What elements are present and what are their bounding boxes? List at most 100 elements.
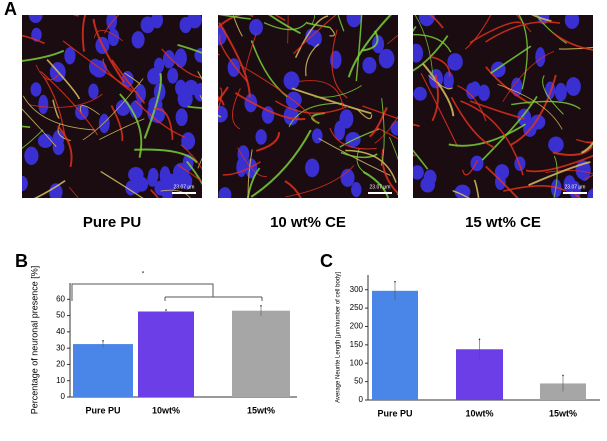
fiber: [250, 129, 312, 198]
nucleus: [167, 67, 179, 84]
fiber: [528, 161, 591, 187]
fiber: [232, 15, 243, 37]
fiber: [22, 129, 44, 149]
nucleus: [346, 15, 362, 28]
fiber: [518, 15, 528, 90]
fiber: [298, 80, 344, 108]
fiber: [244, 33, 257, 77]
nucleus: [98, 113, 110, 134]
fiber: [558, 46, 593, 50]
nucleus: [121, 70, 134, 88]
fiber: [22, 125, 31, 129]
fiber: [356, 108, 373, 120]
fiber: [490, 45, 532, 74]
fiber: [511, 100, 581, 110]
bar: [372, 290, 418, 400]
fiber: [420, 72, 458, 147]
y-axis-title: Average Neurite Length [µm/number of cel…: [336, 272, 342, 403]
fiber: [340, 151, 378, 159]
nucleus: [22, 175, 28, 192]
nucleus: [175, 79, 187, 97]
nucleus: [161, 183, 173, 198]
fiber: [218, 34, 249, 83]
y-tick-label: 300: [350, 285, 364, 294]
fiber: [576, 138, 593, 144]
panel-label: B: [15, 251, 28, 271]
nucleus: [175, 108, 188, 127]
fiber: [414, 15, 434, 74]
nucleus: [420, 176, 436, 193]
image-caption: 15 wt% CE: [465, 214, 541, 231]
fiber: [291, 87, 372, 115]
nucleus: [49, 183, 63, 198]
y-tick-label: 200: [350, 322, 364, 331]
fiber: [503, 185, 566, 192]
nucleus: [64, 47, 76, 65]
fiber: [368, 107, 388, 138]
nucleus: [478, 84, 490, 102]
bar: [232, 310, 290, 397]
nucleus: [305, 158, 320, 178]
fiber: [154, 108, 174, 140]
y-tick-label: 60: [56, 294, 65, 303]
fiber: [177, 164, 202, 183]
nucleus: [517, 108, 532, 127]
nucleus: [38, 94, 49, 115]
fiber: [329, 26, 335, 37]
fiber: [275, 100, 349, 114]
nucleus: [151, 15, 164, 29]
fiber: [531, 15, 552, 22]
nucleus: [261, 106, 275, 124]
x-tick-label: Pure PU: [85, 405, 120, 415]
fiber: [180, 144, 202, 170]
fiber: [288, 102, 344, 128]
fiber: [103, 15, 120, 34]
fiber: [263, 21, 308, 31]
nucleus: [172, 162, 189, 183]
fiber: [134, 100, 185, 138]
fiber: [431, 74, 439, 122]
error-cap: [562, 374, 564, 377]
y-axis-title: Percentage of neuronal presence [%]: [29, 266, 39, 415]
fiber: [552, 145, 593, 157]
fiber: [485, 165, 519, 198]
fiber: [62, 40, 138, 94]
y-tick-label: 0: [359, 395, 364, 404]
error-cap: [394, 280, 396, 283]
nucleus: [140, 16, 155, 34]
nucleus: [30, 82, 42, 97]
fiber: [218, 86, 229, 103]
fiber: [197, 94, 202, 169]
nucleus: [283, 106, 299, 126]
fiber: [413, 26, 417, 33]
nucleus: [174, 48, 187, 68]
error-cap: [478, 338, 481, 341]
fiber: [218, 87, 223, 112]
fiber: [284, 180, 302, 198]
nucleus: [88, 83, 99, 99]
fiber: [570, 190, 582, 198]
fiber: [413, 149, 429, 170]
fiber: [337, 15, 345, 32]
scale-label: 23.07 µm: [370, 184, 391, 190]
nucleus: [564, 15, 580, 29]
nucleus: [218, 105, 228, 123]
fiber: [355, 15, 363, 82]
nucleus: [443, 71, 454, 90]
fiber: [124, 72, 141, 85]
nucleus: [162, 50, 176, 69]
fiber: [457, 85, 487, 122]
fiber: [218, 15, 251, 20]
fiber: [428, 75, 453, 90]
nucleus: [413, 86, 427, 101]
micrograph: [413, 15, 593, 198]
fiber: [35, 64, 60, 81]
fiber: [413, 123, 420, 128]
nucleus: [311, 128, 323, 144]
x-tick-label: 15wt%: [247, 405, 275, 415]
fiber: [535, 15, 567, 44]
fiber: [429, 15, 444, 29]
fiber: [99, 118, 145, 140]
fiber: [525, 154, 593, 173]
fiber: [239, 64, 319, 125]
